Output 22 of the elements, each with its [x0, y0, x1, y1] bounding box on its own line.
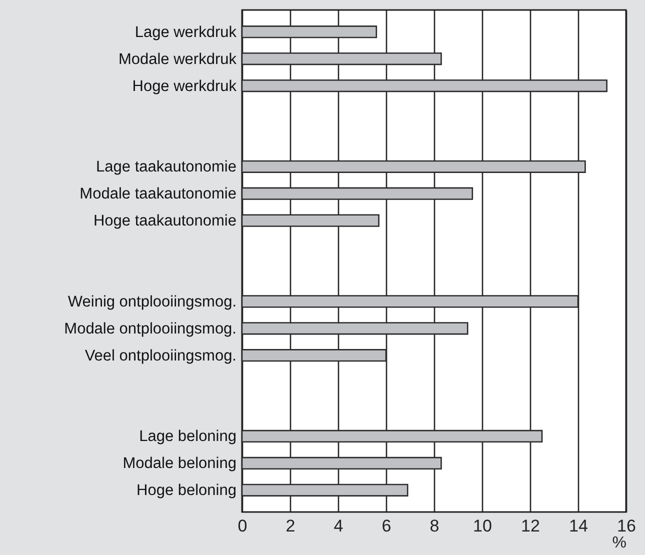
x-tick-label: 8 [430, 516, 440, 536]
y-tick-label: Modale beloning [122, 455, 236, 472]
x-tick-label: 2 [286, 516, 296, 536]
y-tick-label: Weinig ontplooiingsmog. [68, 293, 236, 310]
y-tick-label: Hoge taakautonomie [93, 212, 236, 230]
x-tick-label: 16 [617, 516, 636, 536]
y-tick-label: Hoge beloning [136, 482, 236, 500]
y-tick-label: Veel ontplooiingsmog. [84, 347, 236, 364]
y-tick-label: Lage taakautonomie [96, 158, 236, 176]
x-tick-label: 6 [382, 516, 392, 536]
y-tick-label: Hoge werkdruk [132, 78, 237, 95]
y-tick-label: Lage werkdruk [134, 24, 237, 41]
y-tick-label: Modale taakautonomie [80, 186, 236, 203]
y-tick-label: Lage beloning [139, 428, 236, 446]
x-tick-label: 12 [521, 516, 540, 536]
x-tick-label: 14 [569, 516, 588, 536]
y-tick-label: Modale ontplooiingsmog. [64, 320, 236, 338]
x-tick-label: 0 [238, 516, 248, 536]
y-tick-label: Modale werkdruk [118, 50, 237, 68]
x-tick-label: 10 [473, 516, 492, 536]
x-axis-title: % [612, 534, 626, 552]
x-tick-label: 4 [334, 516, 344, 536]
